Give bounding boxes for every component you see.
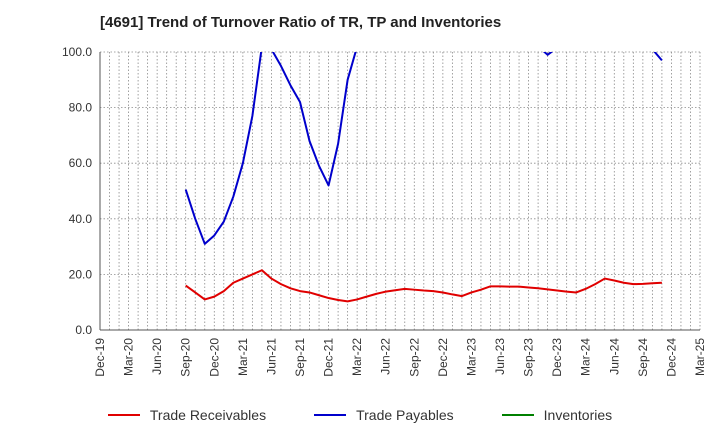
x-tick-label: Sep-20	[179, 338, 193, 377]
x-tick-label: Dec-21	[322, 338, 336, 377]
legend-label-trade-receivables: Trade Receivables	[149, 407, 267, 423]
x-tick-label: Dec-20	[207, 338, 221, 377]
y-tick-label: 0.0	[75, 323, 92, 337]
y-tick-labels: 0.0 20.0 40.0 60.0 80.0 100.0	[62, 45, 92, 337]
x-tick-label: Dec-23	[550, 338, 564, 377]
x-tick-label: Mar-23	[464, 338, 478, 376]
chart-title: [4691] Trend of Turnover Ratio of TR, TP…	[100, 14, 502, 31]
x-tick-label: Mar-24	[579, 338, 593, 376]
y-tick-label: 100.0	[62, 45, 92, 59]
x-tick-label: Mar-25	[693, 338, 707, 376]
legend-swatch-trade-payables	[314, 414, 347, 416]
x-tick-label: Mar-22	[350, 338, 364, 376]
legend-item-trade-payables: Trade Payables	[314, 404, 454, 426]
series-line-trade-receivables	[185, 269, 662, 303]
series-line-trade-payables-2	[542, 52, 554, 56]
x-tick-labels: Dec-19 Mar-20 Jun-20 Sep-20 Dec-20 Mar-21 Jun-…	[93, 338, 707, 377]
y-tick-label: 60.0	[69, 156, 93, 170]
x-tick-label: Mar-20	[122, 338, 136, 376]
legend: Trade Receivables Trade Payables Invento…	[0, 404, 720, 426]
series-line-trade-payables-3	[653, 52, 663, 61]
series-lines	[184, 52, 663, 303]
y-tick-label: 80.0	[69, 101, 93, 115]
x-tick-label: Dec-24	[664, 338, 678, 377]
x-tick-label: Jun-23	[493, 338, 507, 375]
x-tick-label: Sep-24	[636, 338, 650, 377]
x-tick-label: Jun-24	[607, 338, 621, 375]
axes	[99, 52, 700, 331]
x-tick-label: Jun-21	[264, 338, 278, 375]
legend-swatch-inventories	[501, 414, 534, 416]
x-tick-label: Dec-22	[436, 338, 450, 377]
x-tick-label: Dec-19	[93, 338, 107, 377]
x-tick-label: Jun-22	[379, 338, 393, 375]
legend-label-inventories: Inventories	[543, 407, 613, 423]
x-tick-label: Mar-21	[236, 338, 250, 376]
series-line-trade-payables-1	[184, 52, 357, 245]
legend-label-trade-payables: Trade Payables	[356, 407, 454, 423]
plot-area	[100, 52, 700, 330]
x-tick-label: Sep-22	[407, 338, 421, 377]
x-tick-label: Sep-21	[293, 338, 307, 377]
x-tick-label: Sep-23	[522, 338, 536, 377]
y-tick-label: 40.0	[69, 212, 93, 226]
legend-item-trade-receivables: Trade Receivables	[107, 404, 267, 426]
y-tick-label: 20.0	[69, 267, 93, 281]
x-tick-label: Jun-20	[150, 338, 164, 375]
plot-background	[100, 52, 700, 330]
legend-swatch-trade-receivables	[107, 414, 140, 416]
legend-item-inventories: Inventories	[501, 404, 613, 426]
